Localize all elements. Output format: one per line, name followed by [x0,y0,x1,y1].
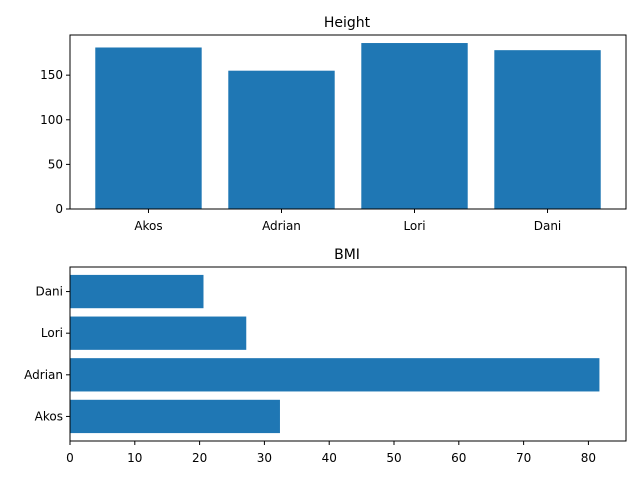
height-y-tick-label: 0 [55,202,63,216]
height-y-tick-label: 150 [40,68,63,82]
height-plot-frame [69,34,627,210]
height-bar-akos [95,47,202,209]
height-x-tick-label: Lori [403,219,425,233]
height-x-tick-label: Dani [534,219,562,233]
bmi-x-tick-label: 80 [581,451,596,465]
bmi-y-tick-label: Akos [35,409,63,423]
height-x-tick-label: Akos [134,219,162,233]
bmi-y-tick-label: Adrian [24,368,63,382]
height-chart: Height 0 50 100 150 Akos Adrian Lori Dani [40,15,627,233]
bmi-x-tick-label: 40 [322,451,337,465]
bmi-x-tick-label: 0 [66,451,74,465]
bmi-bar-adrian [70,358,600,392]
bmi-y-tick-label: Dani [35,285,63,299]
height-x-tick-label: Adrian [262,219,301,233]
height-bar-lori [361,43,468,210]
bmi-x-tick-label: 10 [127,451,142,465]
bmi-bar-lori [70,316,247,350]
bmi-chart-title: BMI [334,247,360,263]
height-chart-title: Height [324,15,371,31]
bmi-x-tick-label: 70 [516,451,531,465]
bmi-x-tick-label: 20 [192,451,207,465]
bmi-bar-akos [70,399,280,434]
bmi-chart: BMI Akos Adrian Lori Dani 0 10 20 30 40 50 60 70 80 [24,247,627,465]
height-bar-dani [494,50,601,209]
height-bar-adrian [228,70,335,209]
bmi-x-tick-label: 30 [257,451,272,465]
bmi-x-tick-label: 60 [451,451,466,465]
bmi-plot-frame [69,266,627,442]
height-y-tick-label: 100 [40,113,63,127]
bmi-bar-dani [70,274,204,309]
bmi-y-tick-label: Lori [41,326,63,340]
height-y-tick-label: 50 [48,157,63,171]
bmi-x-tick-label: 50 [386,451,401,465]
